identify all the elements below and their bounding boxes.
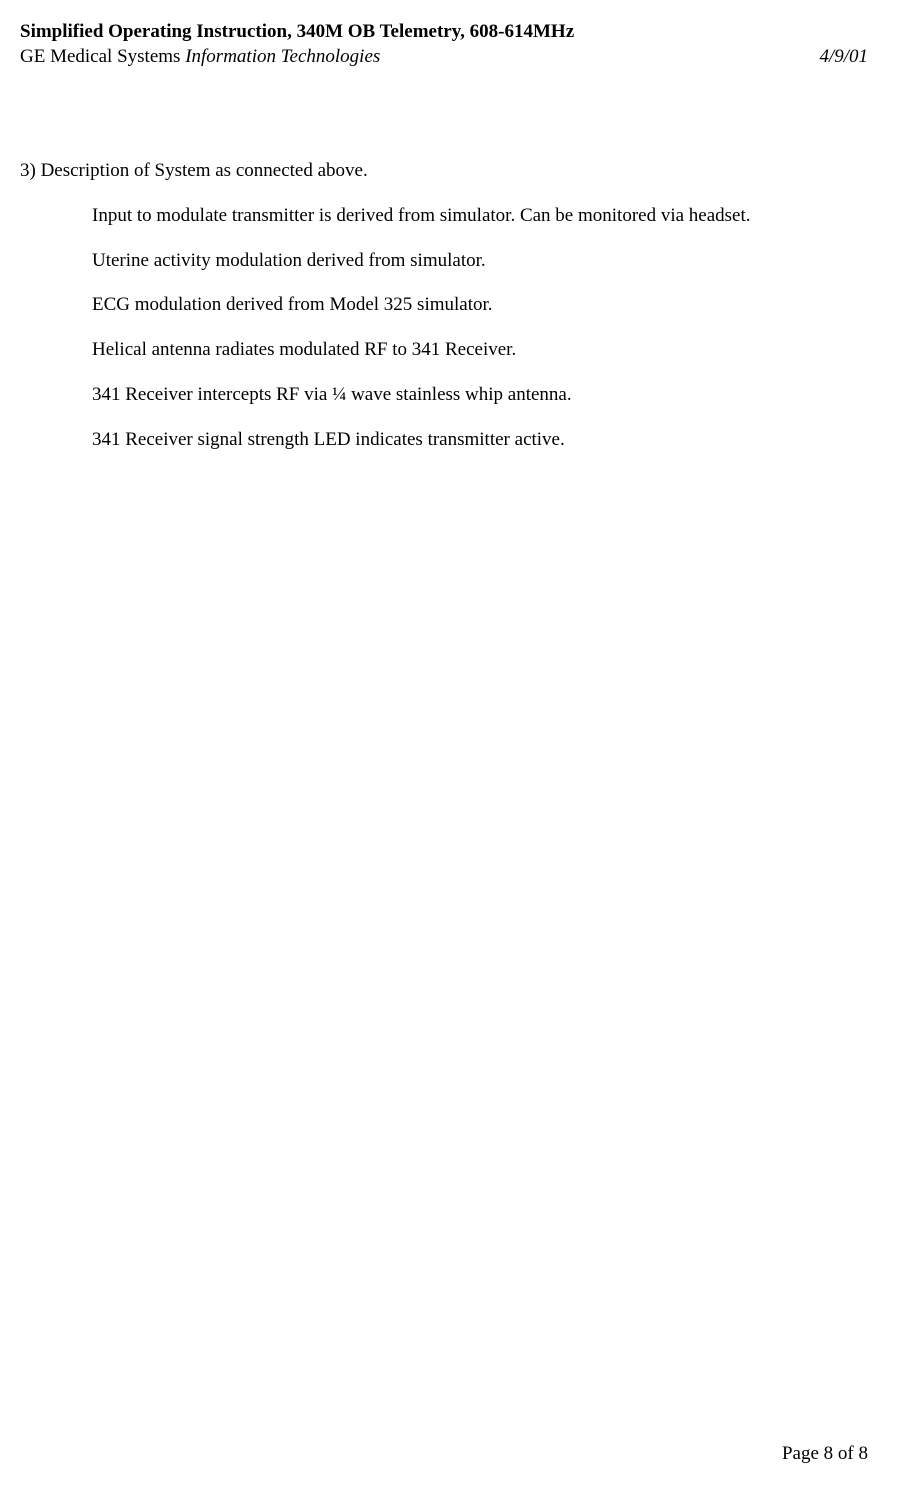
document-page: Simplified Operating Instruction, 340M O… [0,0,898,1495]
document-subheader: GE Medical Systems Information Technolog… [20,45,868,70]
page-footer: Page 8 of 8 [782,1443,868,1465]
header-org-line: GE Medical Systems Information Technolog… [20,45,380,70]
header-organization: GE Medical Systems [20,46,185,67]
body-paragraph: Input to modulate transmitter is derived… [92,204,868,229]
document-body: 3) Description of System as connected ab… [20,159,868,452]
body-paragraph: 341 Receiver intercepts RF via ¼ wave st… [92,383,868,408]
document-header: Simplified Operating Instruction, 340M O… [20,20,868,69]
header-department: Information Technologies [185,46,380,67]
body-paragraph: Helical antenna radiates modulated RF to… [92,338,868,363]
body-paragraph: Uterine activity modulation derived from… [92,249,868,274]
section-heading: 3) Description of System as connected ab… [20,159,868,184]
header-date: 4/9/01 [819,45,868,70]
document-title: Simplified Operating Instruction, 340M O… [20,20,868,45]
body-paragraph: 341 Receiver signal strength LED indicat… [92,428,868,453]
body-paragraph: ECG modulation derived from Model 325 si… [92,293,868,318]
